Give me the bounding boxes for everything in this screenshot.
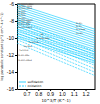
annotations: Fe-100(Cr-4Mo)Co-25Cr-3548Fe-10Cr-2Mo4Fe… <box>18 3 86 62</box>
series-line <box>17 26 95 59</box>
legend-label: oxidation <box>28 84 42 88</box>
tick-label: -8 <box>10 18 15 24</box>
tick-label: -6 <box>10 1 15 7</box>
legend-swatch <box>19 86 26 87</box>
tick: 0.8 <box>35 89 42 97</box>
annotation: Mo <box>41 33 45 36</box>
series-line <box>17 36 95 69</box>
annotation: Co-4Cr <box>76 32 83 35</box>
annotation: Au-Mo4 <box>24 45 32 48</box>
frame <box>95 4 96 89</box>
tick-label: -12 <box>7 52 14 58</box>
series-line <box>17 43 95 76</box>
x-axis: 0.7 0.8 0.9 1.0 1.1 1.2 <box>18 89 96 97</box>
annotation: Fe-30Cr4o <box>29 41 40 44</box>
series-line <box>17 36 95 61</box>
tick-mark <box>15 72 17 73</box>
series-line <box>17 30 95 63</box>
tick-label: -10 <box>7 35 14 41</box>
tick-label: 0.8 <box>35 91 42 97</box>
y-axis-title: log parabolic constant (g^2 cm^-4 s^-1) <box>0 12 4 80</box>
tick: -16 <box>7 86 17 92</box>
tick: -14 <box>7 69 17 75</box>
tick-mark <box>15 21 17 22</box>
x-axis-title: 10^3/T (K^-1) <box>41 98 71 103</box>
legend: sulfidationoxidation <box>19 80 43 88</box>
tick-mark <box>15 55 17 56</box>
tick: -10 <box>7 35 17 41</box>
tick-label: -16 <box>7 86 14 92</box>
plot: 0.7 0.8 0.9 1.0 1.1 1.2 -6 -8 -10 -12 -14 -16 Fe-100… <box>7 1 96 96</box>
tick-mark <box>15 89 17 90</box>
tick-label: -14 <box>7 69 14 75</box>
series-line <box>17 40 95 73</box>
annotation: Fe-30Cr4 <box>19 49 29 52</box>
tick-label: 1.0 <box>59 91 66 97</box>
tick-label: 0.7 <box>23 91 30 97</box>
tick: 1.2 <box>83 89 90 97</box>
tick-label: 0.9 <box>47 91 54 97</box>
tick: 0.7 <box>23 89 30 97</box>
tick-label: 1.1 <box>71 91 78 97</box>
series-line <box>17 19 95 52</box>
tick-mark <box>15 38 17 39</box>
series-line <box>17 33 95 66</box>
annotation: Fe-30Cr-4Mo4 <box>18 26 33 29</box>
lines <box>17 4 95 76</box>
annotation: Fe-30Mo-4Mo <box>36 37 50 40</box>
tick: 0.9 <box>47 89 54 97</box>
tick-mark <box>15 4 17 5</box>
series-line <box>17 23 95 56</box>
tick: -6 <box>10 1 17 7</box>
y-axis: -6 -8 -10 -12 -14 -16 <box>7 1 18 92</box>
annotation: Ni-40Cr-6Mo4 <box>18 59 32 62</box>
annotation: Ni-4Cr-4Mo <box>18 54 30 57</box>
tick: 1.0 <box>59 89 66 97</box>
tick: -8 <box>10 18 17 24</box>
tick: -12 <box>7 52 17 58</box>
chart: 0.7 0.8 0.9 1.0 1.1 1.2 -6 -8 -10 -12 -14 -16 Fe-100… <box>0 0 100 104</box>
legend-swatch <box>19 82 26 83</box>
tick-label: 1.2 <box>83 91 90 97</box>
series-line <box>17 33 95 58</box>
tick: 1.1 <box>71 89 78 97</box>
